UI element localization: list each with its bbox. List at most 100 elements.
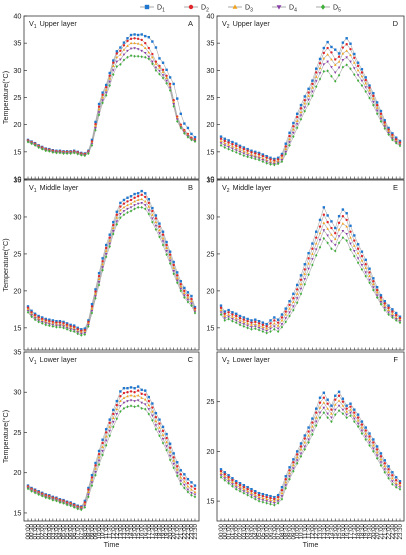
- data-point-d5: [94, 128, 97, 132]
- data-point-d5: [65, 327, 69, 331]
- data-point-d1: [55, 319, 58, 323]
- data-point-d1: [126, 196, 129, 199]
- data-point-d1: [250, 319, 253, 322]
- data-point-d1: [154, 411, 158, 415]
- data-point-d5: [140, 406, 143, 410]
- data-point-d1: [311, 417, 314, 420]
- x-tick-label: 02:00: [233, 523, 240, 539]
- series-line-d1: [27, 34, 196, 154]
- data-point-d1: [87, 319, 90, 322]
- data-point-d3: [104, 249, 108, 252]
- data-point-d2: [158, 64, 161, 68]
- data-point-d3: [272, 160, 276, 164]
- data-point-d4: [122, 401, 126, 405]
- x-tick-label: 21:00: [174, 523, 181, 539]
- data-point-d4: [394, 484, 398, 487]
- data-point-d2: [122, 44, 126, 47]
- data-point-d1: [90, 473, 94, 477]
- data-point-d3: [368, 274, 371, 278]
- data-point-d1: [115, 50, 119, 53]
- data-point-d4: [383, 125, 387, 128]
- data-point-d4: [311, 429, 314, 432]
- data-point-d2: [326, 46, 329, 50]
- data-point-d1: [112, 59, 115, 62]
- data-point-d5: [33, 143, 37, 147]
- data-point-d3: [269, 324, 272, 328]
- data-point-d1: [101, 438, 104, 441]
- data-point-d5: [223, 318, 227, 322]
- data-point-d3: [122, 396, 126, 399]
- data-point-d2: [360, 254, 364, 258]
- data-point-d3: [364, 81, 368, 85]
- data-point-d5: [288, 477, 291, 481]
- data-point-d4: [158, 430, 161, 434]
- data-point-d5: [122, 58, 126, 62]
- data-point-d4: [151, 414, 154, 418]
- data-point-d2: [318, 401, 322, 404]
- data-point-d1: [394, 136, 398, 139]
- data-point-d5: [231, 149, 234, 153]
- data-point-d4: [158, 69, 161, 73]
- data-point-d5: [227, 481, 230, 485]
- data-point-d5: [165, 448, 168, 452]
- x-tick-label: 12:30: [114, 523, 121, 539]
- data-point-d1: [292, 458, 295, 461]
- data-point-d2: [398, 317, 402, 320]
- data-point-d2: [172, 99, 175, 102]
- x-tick-label: 05:30: [260, 523, 267, 539]
- legend-item-d3: D3: [228, 4, 253, 14]
- panel-a: 10 15 20 25 30 35 40 V1 Upper layer A Temperature(…: [1, 12, 200, 184]
- data-point-d2: [154, 217, 158, 220]
- data-point-d4: [172, 462, 176, 466]
- data-point-d5: [295, 126, 299, 130]
- data-point-d4: [193, 493, 197, 496]
- data-point-d3: [375, 290, 379, 294]
- data-point-d1: [147, 395, 151, 399]
- data-point-d4: [368, 441, 371, 444]
- data-point-d3: [383, 123, 387, 126]
- x-tick-label: 20:30: [171, 523, 178, 539]
- data-point-d2: [186, 481, 190, 485]
- data-point-d1: [223, 310, 227, 313]
- data-point-d3: [94, 124, 97, 127]
- data-point-d4: [349, 411, 352, 415]
- x-tick-label: 16:00: [340, 523, 347, 539]
- data-point-d2: [261, 494, 265, 498]
- data-point-d3: [40, 318, 44, 322]
- x-tick-label: 18:30: [156, 523, 163, 539]
- data-point-d3: [223, 314, 227, 317]
- data-point-d2: [269, 496, 272, 500]
- data-point-d2: [101, 93, 104, 96]
- data-point-d4: [303, 278, 307, 281]
- data-point-d5: [379, 463, 383, 467]
- data-point-d3: [90, 307, 94, 310]
- data-point-d1: [337, 52, 341, 55]
- data-point-d1: [288, 466, 291, 469]
- data-point-d3: [76, 329, 80, 332]
- data-point-d4: [379, 461, 383, 464]
- data-point-d3: [360, 259, 364, 262]
- data-point-d4: [140, 49, 144, 53]
- data-point-d4: [295, 459, 299, 462]
- data-point-d5: [387, 132, 390, 136]
- data-point-d4: [97, 111, 101, 114]
- data-point-d5: [193, 140, 197, 144]
- series-group: [219, 390, 402, 507]
- data-point-d2: [311, 82, 314, 86]
- data-point-d5: [44, 149, 47, 153]
- data-point-d5: [172, 272, 175, 276]
- data-point-d3: [330, 58, 333, 61]
- data-point-d3: [219, 308, 223, 312]
- data-point-d2: [353, 239, 356, 242]
- data-point-d4: [360, 79, 364, 83]
- data-point-d4: [379, 300, 383, 304]
- data-point-d2: [151, 406, 154, 409]
- data-point-d3: [101, 262, 104, 266]
- panel-e: 15 20 25 30 35 V2 Middle layer E: [206, 176, 405, 351]
- data-point-d3: [349, 236, 352, 239]
- data-point-d1: [97, 449, 101, 453]
- panel-title-pre: V: [222, 19, 227, 28]
- data-point-d5: [58, 151, 62, 155]
- panel-title: V1 Middle layer: [29, 183, 79, 194]
- data-point-d4: [168, 454, 172, 458]
